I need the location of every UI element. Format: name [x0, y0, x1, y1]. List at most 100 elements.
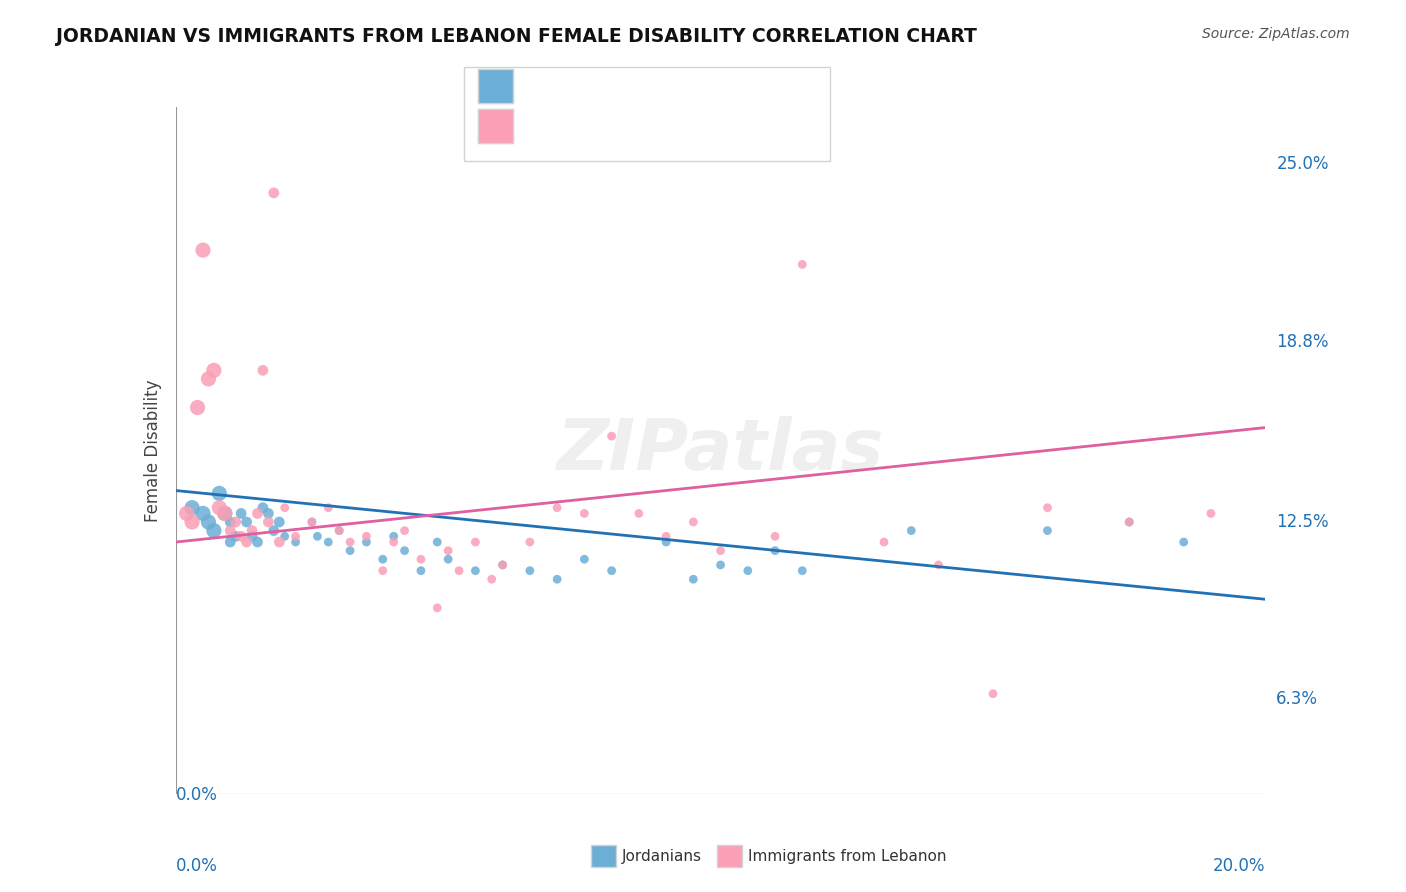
Point — [219, 524, 242, 538]
Point — [873, 535, 896, 549]
Text: 12.5%: 12.5% — [1277, 513, 1329, 531]
Point — [382, 529, 405, 543]
Point — [464, 564, 486, 578]
Point — [1118, 515, 1140, 529]
Point — [763, 529, 786, 543]
Text: R =   0.156   N = 51: R = 0.156 N = 51 — [524, 118, 700, 136]
Point — [1036, 500, 1059, 515]
Point — [231, 507, 253, 521]
Point — [600, 564, 623, 578]
Point — [219, 515, 242, 529]
Text: 25.0%: 25.0% — [1277, 155, 1329, 173]
Point — [263, 186, 285, 200]
Point — [627, 507, 650, 521]
Text: 0.0%: 0.0% — [176, 786, 218, 804]
Point — [339, 543, 361, 558]
Point — [257, 507, 280, 521]
Point — [710, 558, 733, 572]
Point — [240, 529, 263, 543]
Point — [682, 572, 704, 586]
Point — [600, 429, 623, 443]
Point — [284, 529, 307, 543]
Point — [225, 515, 247, 529]
Point — [197, 372, 219, 386]
Text: 20.0%: 20.0% — [1213, 857, 1265, 875]
Point — [371, 552, 394, 566]
Point — [394, 543, 416, 558]
Point — [181, 500, 204, 515]
Point — [219, 535, 242, 549]
Point — [447, 564, 470, 578]
Point — [464, 535, 486, 549]
Point — [269, 535, 291, 549]
Point — [328, 524, 350, 538]
Point — [371, 564, 394, 578]
Point — [409, 564, 432, 578]
Point — [235, 515, 257, 529]
Point — [181, 515, 204, 529]
Point — [191, 507, 214, 521]
Point — [356, 529, 378, 543]
Point — [394, 524, 416, 538]
Point — [1118, 515, 1140, 529]
Point — [208, 500, 231, 515]
Point — [574, 552, 596, 566]
Point — [252, 363, 274, 377]
Text: Source: ZipAtlas.com: Source: ZipAtlas.com — [1202, 27, 1350, 41]
Point — [274, 500, 297, 515]
Point — [1173, 535, 1195, 549]
Point — [269, 515, 291, 529]
Text: Immigrants from Lebanon: Immigrants from Lebanon — [748, 849, 946, 863]
Point — [1199, 507, 1222, 521]
Point — [301, 515, 323, 529]
Point — [202, 363, 225, 377]
Point — [792, 257, 814, 271]
Point — [574, 507, 596, 521]
Point — [492, 558, 515, 572]
Point — [176, 507, 198, 521]
Point — [231, 529, 253, 543]
Point — [409, 552, 432, 566]
Point — [382, 535, 405, 549]
Text: JORDANIAN VS IMMIGRANTS FROM LEBANON FEMALE DISABILITY CORRELATION CHART: JORDANIAN VS IMMIGRANTS FROM LEBANON FEM… — [56, 27, 977, 45]
Point — [240, 524, 263, 538]
Point — [546, 500, 568, 515]
Point — [437, 552, 460, 566]
Point — [356, 535, 378, 549]
Point — [257, 515, 280, 529]
Text: 6.3%: 6.3% — [1277, 690, 1319, 708]
Point — [682, 515, 704, 529]
Point — [492, 558, 515, 572]
Text: ZIPatlas: ZIPatlas — [557, 416, 884, 485]
Point — [1036, 524, 1059, 538]
Point — [710, 543, 733, 558]
Point — [274, 529, 297, 543]
Point — [655, 529, 678, 543]
Point — [519, 535, 541, 549]
Point — [246, 507, 269, 521]
Point — [252, 500, 274, 515]
Text: 18.8%: 18.8% — [1277, 333, 1329, 351]
Point — [928, 558, 950, 572]
Point — [214, 507, 236, 521]
Point — [546, 572, 568, 586]
Point — [263, 524, 285, 538]
Text: 0.0%: 0.0% — [176, 857, 218, 875]
Point — [426, 600, 449, 615]
Point — [426, 535, 449, 549]
Point — [763, 543, 786, 558]
Point — [981, 687, 1004, 701]
Point — [737, 564, 759, 578]
Point — [318, 535, 340, 549]
Y-axis label: Female Disability: Female Disability — [143, 379, 162, 522]
Point — [481, 572, 503, 586]
Point — [214, 507, 236, 521]
Point — [246, 535, 269, 549]
Point — [318, 500, 340, 515]
Point — [519, 564, 541, 578]
Point — [792, 564, 814, 578]
Point — [301, 515, 323, 529]
Point — [339, 535, 361, 549]
Point — [284, 535, 307, 549]
Point — [225, 529, 247, 543]
